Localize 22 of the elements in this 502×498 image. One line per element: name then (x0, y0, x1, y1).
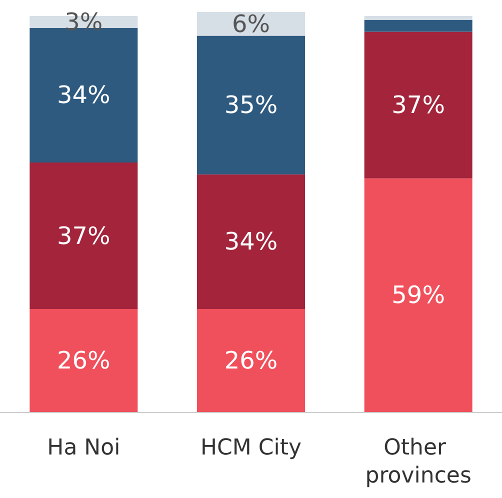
x-tick-label: Ha Noi (47, 436, 120, 460)
data-label: 37% (56, 222, 110, 250)
data-label: 34% (224, 228, 278, 256)
bar (364, 32, 472, 178)
data-label: 26% (56, 346, 110, 375)
bar (30, 162, 138, 310)
data-label: 34% (56, 81, 110, 110)
bar (364, 20, 472, 32)
bar (30, 309, 138, 412)
data-label: 59% (392, 281, 446, 310)
bar (364, 178, 472, 412)
data-label: 6% (232, 10, 270, 38)
bar (197, 309, 305, 412)
bar (364, 16, 472, 20)
data-label: 26% (224, 346, 278, 375)
data-label: 37% (392, 91, 446, 120)
bar (197, 36, 305, 174)
x-tick-label: HCM City (200, 436, 302, 460)
bar (197, 174, 305, 310)
bar (197, 12, 305, 36)
x-tick-label: Other provinces (365, 436, 472, 488)
data-label: 35% (224, 91, 278, 120)
